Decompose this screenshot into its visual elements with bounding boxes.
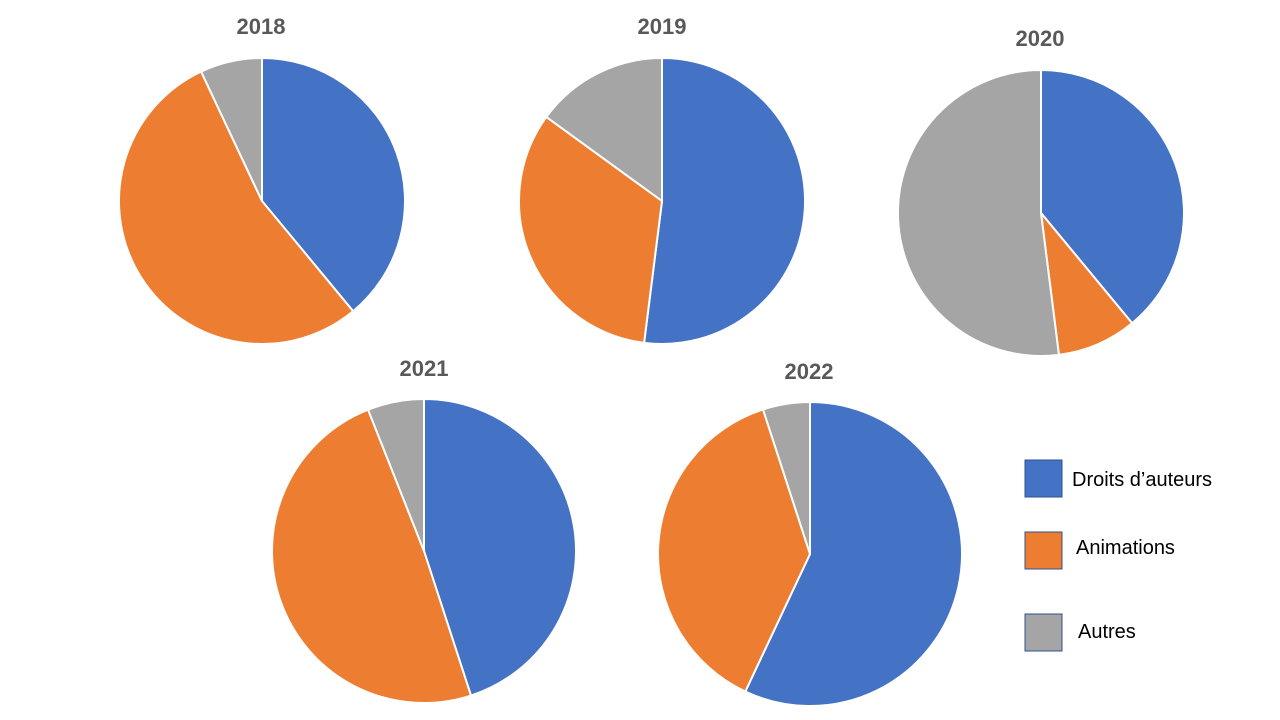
pie-slice-2018-autres	[199, 56, 263, 202]
legend-label-autres: Autres	[1078, 621, 1136, 643]
pie-title-2021: 2021	[400, 356, 449, 381]
pie-slice-2018-animations	[118, 70, 355, 346]
pie-slice-2020-autres	[897, 68, 1061, 357]
pie-slice-2021-droits	[423, 397, 577, 697]
pie-slice-2019-autres	[544, 56, 663, 203]
legend-item-autres: Autres	[1024, 613, 1136, 652]
pie-slice-2020-animations	[1039, 209, 1134, 356]
legend-swatch-animations	[1024, 531, 1063, 570]
pie-chart-2022: 2022	[657, 359, 963, 707]
pie-slice-2018-droits	[261, 56, 406, 313]
legend-label-droits: Droits d’auteurs	[1072, 469, 1212, 491]
pie-slice-2020-droits	[1040, 68, 1185, 325]
pie-slice-2021-animations	[270, 408, 473, 704]
pie-chart-2019: 2019	[518, 14, 806, 345]
pie-slice-2022-animations	[657, 408, 812, 693]
pie-slice-2019-droits	[642, 56, 806, 345]
legend-swatch-autres	[1024, 613, 1063, 652]
legend-swatch-droits	[1024, 459, 1063, 498]
legend: Droits d’auteurs Animations Autres	[1024, 459, 1212, 652]
pie-chart-2021: 2021	[270, 356, 577, 704]
pie-slice-2021-autres	[366, 397, 425, 552]
pie-title-2018: 2018	[237, 14, 286, 39]
pie-title-2020: 2020	[1016, 26, 1065, 51]
pie-title-2022: 2022	[785, 359, 834, 384]
legend-item-droits: Droits d’auteurs	[1024, 459, 1212, 498]
legend-label-animations: Animations	[1076, 537, 1175, 559]
pie-title-2019: 2019	[638, 14, 687, 39]
pie-slice-2019-animations	[518, 115, 664, 344]
pie-chart-2020: 2020	[897, 26, 1185, 357]
pie-slice-2022-droits	[743, 400, 963, 707]
pie-chart-2018: 2018	[118, 14, 406, 346]
pie-slice-2022-autres	[761, 400, 811, 555]
legend-item-animations: Animations	[1024, 531, 1175, 570]
